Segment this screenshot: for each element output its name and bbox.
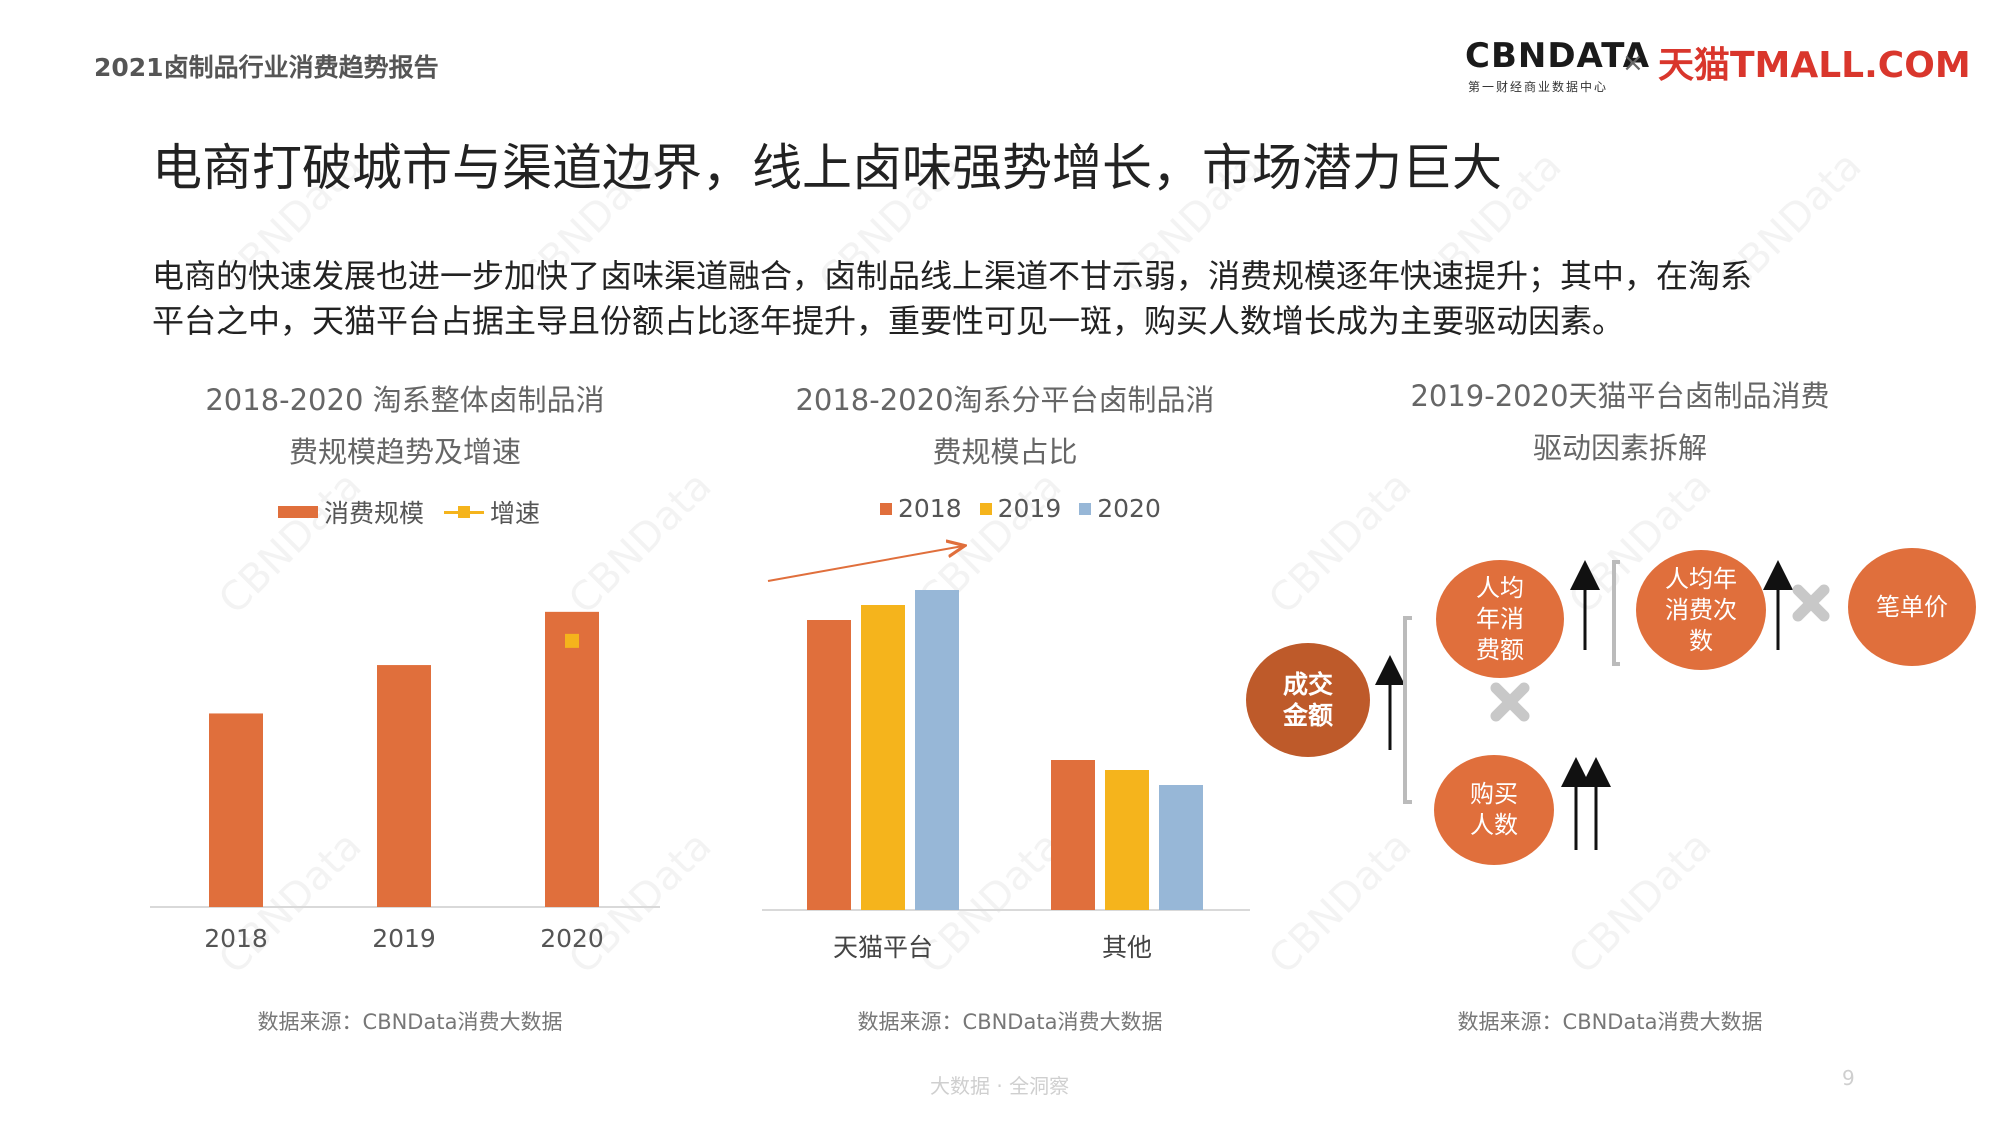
diagram-connectors (1375, 560, 1830, 850)
chart1-title: 2018-2020 淘系整体卤制品消 费规模趋势及增速 (150, 374, 660, 478)
chart2-title-line2: 费规模占比 (932, 435, 1078, 469)
summary-paragraph: 电商的快速发展也进一步加快了卤味渠道融合，卤制品线上渠道不甘示弱，消费规模逐年快… (152, 254, 1872, 344)
right-bracket (1612, 560, 1620, 666)
legend-swatch-2018 (880, 502, 892, 515)
legend-swatch-2020 (1079, 502, 1092, 515)
cbndata-logo-subtitle: 第一财经商业数据中心 (1468, 80, 1609, 94)
chart1-legend: 消费规模 增速 (278, 494, 540, 530)
chart2-legend-2019: 2019 (997, 494, 1062, 523)
page-headline: 电商打破城市与渠道边界，线上卤味强势增长，市场潜力巨大 (152, 139, 1502, 197)
logo-separator: × (1622, 48, 1644, 78)
frequency-label: 人均年 消费次 数 (1665, 564, 1737, 655)
chart1-tick-2020: 2020 (540, 924, 604, 953)
chart2-legend-2020: 2020 (1097, 494, 1161, 523)
chart2-trend-arrow (767, 546, 963, 582)
legend-swatch-line (444, 505, 485, 518)
chart1-bar-2020 (545, 611, 599, 907)
chart2-legend-2018: 2018 (898, 494, 962, 523)
chart1-bar-2019 (377, 665, 431, 907)
chart2-bar-1-2020 (1159, 785, 1203, 910)
multiply-icon-horizontal (1792, 584, 1830, 622)
chart2-tick-0: 天猫平台 (833, 933, 933, 962)
gmv-label: 成交 金额 (1282, 670, 1333, 730)
unit-price-label: 笔单价 (1876, 592, 1948, 621)
chart2-bar-0-2019 (861, 605, 905, 910)
chart2-tick-1: 其他 (1102, 933, 1152, 962)
summary-line-2: 平台之中，天猫平台占据主导且份额占比逐年提升，重要性可见一斑，购买人数增长成为主… (152, 302, 1625, 340)
diagram-title-line1: 2019-2020天猫平台卤制品消费 (1410, 379, 1830, 413)
chart1-title-line2: 费规模趋势及增速 (288, 435, 521, 469)
diagram-title: 2019-2020天猫平台卤制品消费 驱动因素拆解 (1360, 370, 1880, 474)
chart2-bar-0-2018 (807, 620, 851, 910)
chart1-tick-2019: 2019 (372, 924, 436, 953)
chart1-source: 数据来源：CBNData消费大数据 (257, 1010, 563, 1034)
buyers-label: 购买 人数 (1470, 780, 1518, 839)
legend-swatch-2019 (979, 502, 992, 515)
chart1-legend-series1: 消费规模 (324, 499, 425, 528)
chart1-bar-2018 (209, 713, 263, 907)
gmv-node: 成交 金额 (1246, 643, 1370, 757)
tmall-logo: 天猫TMALL.COM (1658, 45, 1971, 86)
left-bracket (1403, 616, 1412, 804)
per-capita-spend-node: 人均 年消 费额 (1436, 560, 1564, 678)
legend-swatch-bar (278, 506, 318, 518)
chart1-title-line1: 2018-2020 淘系整体卤制品消 (205, 383, 605, 417)
chart1-tick-2018: 2018 (204, 924, 268, 953)
chart1-legend-series2: 增速 (490, 499, 541, 528)
chart2-title-line1: 2018-2020淘系分平台卤制品消 (795, 383, 1215, 417)
footer-slogan: 大数据 · 全洞察 (930, 1074, 1070, 1098)
chart2-bar-1-2019 (1105, 770, 1149, 910)
chart2-bar-0-2020 (915, 590, 959, 910)
chart2-title: 2018-2020淘系分平台卤制品消 费规模占比 (750, 374, 1260, 478)
buyers-node: 购买 人数 (1434, 755, 1554, 865)
chart2-bar-1-2018 (1051, 760, 1095, 910)
page-number: 9 (1842, 1066, 1855, 1090)
unit-price-node: 笔单价 (1848, 548, 1976, 666)
summary-line-1: 电商的快速发展也进一步加快了卤味渠道融合，卤制品线上渠道不甘示弱，消费规模逐年快… (152, 257, 1753, 295)
chart1-growth-point-2020 (565, 633, 579, 648)
diagram-source: 数据来源：CBNData消费大数据 (1457, 1010, 1763, 1034)
chart2-legend: 2018 2019 2020 (880, 494, 1161, 523)
multiply-icon-vertical (1490, 682, 1530, 722)
chart1-plot: 2018 2019 2020 (150, 611, 660, 953)
chart2-source: 数据来源：CBNData消费大数据 (857, 1010, 1163, 1034)
per-capita-label: 人均 年消 费额 (1476, 573, 1524, 664)
diagram-title-line2: 驱动因素拆解 (1532, 431, 1707, 465)
chart2-plot: 天猫平台 其他 (762, 530, 1250, 962)
cbndata-logo: CBNDATA (1465, 36, 1651, 76)
frequency-node: 人均年 消费次 数 (1636, 550, 1766, 670)
report-title: 2021卤制品行业消费趋势报告 (94, 53, 439, 82)
